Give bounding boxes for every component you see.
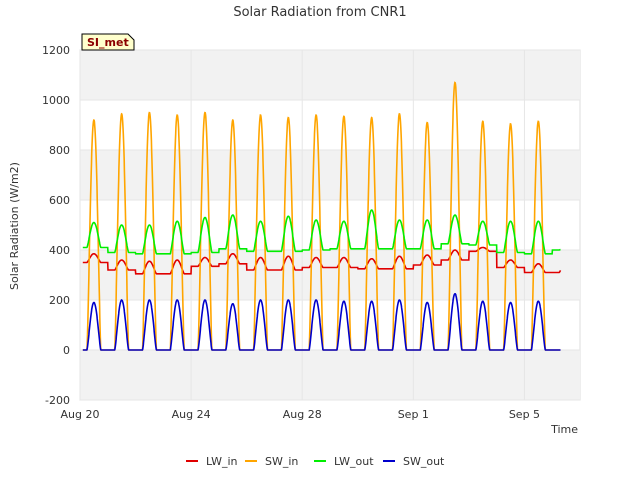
legend-label-lw-out: LW_out	[334, 455, 374, 468]
y-ticks: -200 0 200 400 600 800 1000 1200	[42, 44, 70, 407]
y-tick-label: 1000	[42, 94, 70, 107]
y-tick-label: -200	[45, 394, 70, 407]
x-tick-label: Aug 24	[172, 408, 211, 421]
y-tick-label: 400	[49, 244, 70, 257]
y-tick-label: 200	[49, 294, 70, 307]
plot-band	[80, 50, 580, 100]
legend-label-sw-in: SW_in	[265, 455, 298, 468]
legend: LW_in SW_in LW_out SW_out	[186, 455, 445, 468]
plot-band	[80, 150, 580, 200]
site-badge-label: SI_met	[87, 36, 129, 49]
series-group	[82, 81, 562, 351]
legend-label-sw-out: SW_out	[403, 455, 445, 468]
plot-band	[80, 350, 580, 400]
series-line-sw-out	[82, 293, 561, 351]
x-tick-label: Aug 20	[61, 408, 100, 421]
x-tick-label: Aug 28	[283, 408, 322, 421]
plot-area	[79, 49, 581, 401]
y-tick-label: 1200	[42, 44, 70, 57]
y-tick-label: 600	[49, 194, 70, 207]
legend-label-lw-in: LW_in	[206, 455, 238, 468]
x-axis-label: Time	[550, 423, 578, 436]
y-axis-label: Solar Radiation (W/m2)	[8, 162, 21, 290]
x-tick-label: Sep 5	[509, 408, 540, 421]
y-tick-label: 800	[49, 144, 70, 157]
x-ticks: Aug 20 Aug 24 Aug 28 Sep 1 Sep 5	[61, 408, 541, 421]
chart-title: Solar Radiation from CNR1	[233, 5, 406, 20]
series-line-lw-out	[82, 209, 561, 255]
y-tick-label: 0	[63, 344, 70, 357]
plot-background	[79, 49, 581, 401]
x-tick-label: Sep 1	[398, 408, 429, 421]
site-badge: SI_met	[81, 33, 135, 51]
